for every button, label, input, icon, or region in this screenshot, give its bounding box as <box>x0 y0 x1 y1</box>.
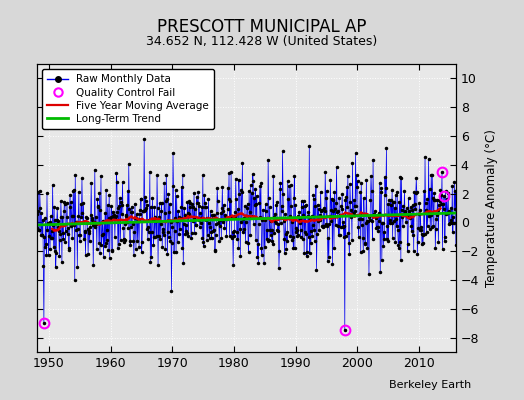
Text: PRESCOTT MUNICIPAL AP: PRESCOTT MUNICIPAL AP <box>157 18 367 36</box>
Text: 34.652 N, 112.428 W (United States): 34.652 N, 112.428 W (United States) <box>146 35 378 48</box>
Text: Berkeley Earth: Berkeley Earth <box>389 380 472 390</box>
Legend: Raw Monthly Data, Quality Control Fail, Five Year Moving Average, Long-Term Tren: Raw Monthly Data, Quality Control Fail, … <box>42 69 214 129</box>
Y-axis label: Temperature Anomaly (°C): Temperature Anomaly (°C) <box>485 129 498 287</box>
